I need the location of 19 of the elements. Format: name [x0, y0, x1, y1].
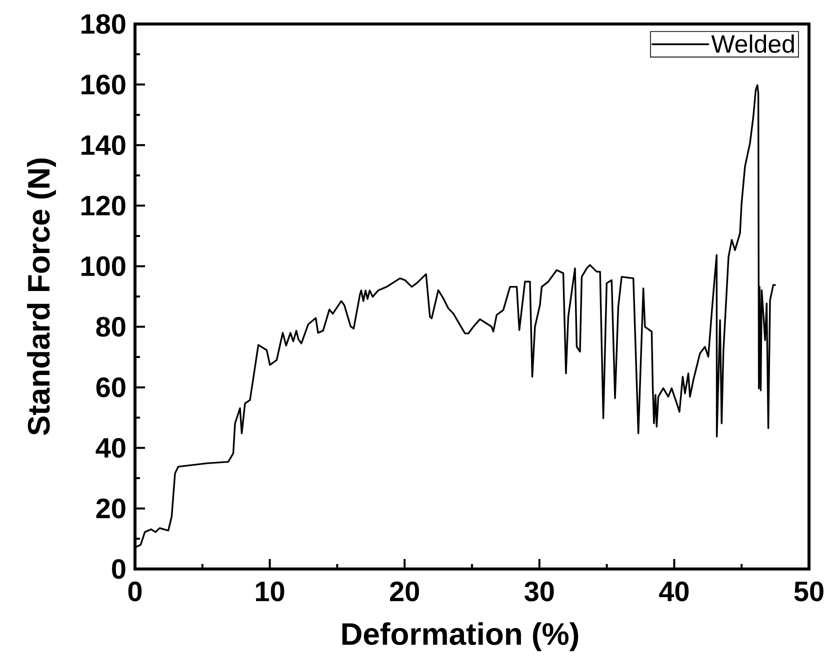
- x-tick-label: 50: [794, 582, 824, 602]
- y-axis-title: Standard Force (N): [27, 158, 56, 436]
- y-tick-label: 100: [82, 256, 126, 276]
- y-tick-label: 20: [96, 498, 126, 518]
- y-tick-label: 140: [82, 135, 126, 156]
- x-tick-label: 40: [659, 582, 689, 602]
- y-tick-label: 0: [112, 559, 126, 579]
- y-tick-label: 60: [96, 377, 126, 398]
- x-tick-label: 30: [524, 582, 554, 602]
- legend-label: Welded: [711, 34, 794, 53]
- x-tick-label: 10: [256, 582, 284, 602]
- y-tick-label: 80: [96, 316, 126, 337]
- x-axis-title: Deformation (%): [342, 622, 578, 652]
- y-tick-label: 180: [82, 14, 126, 34]
- x-tick-label: 0: [128, 582, 142, 602]
- y-tick-label: 120: [82, 196, 126, 216]
- y-tick-label: 40: [96, 438, 126, 458]
- y-tick-label: 160: [82, 74, 126, 94]
- x-tick-label: 20: [390, 582, 420, 602]
